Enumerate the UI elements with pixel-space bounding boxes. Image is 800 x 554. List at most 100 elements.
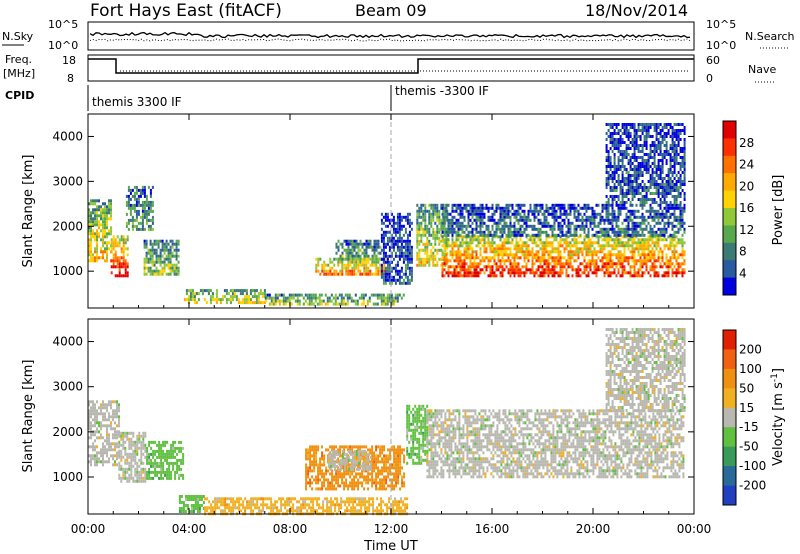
power-cell [613, 177, 616, 180]
power-cell [396, 278, 399, 282]
power-cell [94, 247, 96, 251]
power-cell [625, 256, 628, 260]
velocity-cell [106, 433, 108, 437]
power-cell [149, 194, 152, 198]
power-cell [392, 230, 395, 234]
power-cell [229, 298, 232, 302]
power-cell [239, 289, 242, 293]
power-cell [503, 230, 506, 234]
power-cell [679, 218, 682, 222]
power-cell [253, 289, 256, 293]
power-cell [579, 233, 582, 237]
power-cell [165, 254, 168, 258]
power-cell [477, 215, 480, 219]
power-cell [382, 254, 385, 258]
power-cell [375, 269, 378, 273]
power-cell [633, 227, 636, 231]
power-cell [207, 289, 210, 293]
power-cell [619, 201, 622, 204]
power-cell [493, 241, 496, 245]
power-cell [621, 189, 624, 192]
power-cell [651, 247, 654, 251]
power-cell [615, 147, 618, 150]
power-cell [639, 224, 642, 228]
power-cell [583, 235, 586, 239]
power-cell [589, 215, 592, 219]
velocity-cell [118, 452, 121, 456]
velocity-cell [96, 430, 98, 434]
power-cell [406, 218, 409, 222]
power-cell [380, 302, 383, 306]
velocity-cell [116, 412, 118, 416]
power-cell [521, 203, 524, 207]
power-cell [651, 238, 654, 242]
power-cell [683, 203, 686, 207]
power-cell [165, 257, 168, 261]
power-cell [569, 224, 572, 228]
power-cell [673, 203, 676, 207]
power-cell [418, 260, 421, 264]
power-cell [547, 209, 550, 213]
power-cell [485, 268, 488, 272]
power-cell [388, 269, 391, 273]
power-cell [479, 268, 482, 272]
velocity-cell [128, 476, 131, 480]
power-cell [125, 224, 128, 228]
power-cell [581, 271, 584, 275]
power-cell [607, 171, 610, 174]
power-cell [665, 209, 668, 213]
power-cell [432, 254, 435, 258]
power-cell [400, 281, 403, 285]
power-cell [547, 256, 550, 260]
power-cell [343, 248, 346, 252]
power-cell [591, 206, 594, 210]
power-cell [629, 244, 632, 248]
power-cell [404, 245, 407, 249]
power-cell [451, 256, 454, 260]
power-cell [523, 218, 526, 222]
power-cell [633, 241, 636, 245]
power-cell [683, 156, 686, 159]
velocity-cell [144, 479, 147, 483]
power-cell [98, 226, 100, 230]
power-cell [382, 281, 385, 285]
power-cell [633, 177, 636, 180]
power-cell [120, 265, 123, 269]
power-cell [94, 208, 96, 212]
power-cell [531, 233, 534, 237]
power-cell [159, 260, 162, 264]
power-cell [649, 135, 652, 138]
power-cell [609, 135, 612, 138]
power-cell [493, 274, 496, 278]
velocity-cell [134, 449, 137, 453]
power-cell [110, 202, 112, 206]
power-cell [653, 165, 656, 168]
power-cell [88, 208, 90, 212]
power-cell [617, 256, 620, 260]
power-cell [657, 271, 660, 275]
power-cell [679, 183, 682, 186]
power-cell [382, 296, 385, 300]
power-cell [445, 256, 448, 260]
power-cell [559, 230, 562, 234]
power-cell [106, 259, 108, 263]
power-cell [657, 215, 660, 219]
power-cell [523, 203, 526, 207]
power-cell [473, 212, 476, 216]
power-cell [183, 298, 186, 302]
power-cell [349, 248, 352, 252]
power-cell [215, 289, 218, 293]
power-cell [677, 271, 680, 275]
power-cell [519, 238, 522, 242]
power-cell [637, 271, 640, 275]
velocity-cell [128, 455, 131, 459]
velocity-cell [122, 440, 125, 444]
power-cell [577, 218, 580, 222]
power-cell [641, 201, 644, 204]
power-cell [613, 215, 616, 219]
power-cell [377, 245, 380, 249]
power-cell [553, 274, 556, 278]
power-cell [447, 268, 450, 272]
power-cell [651, 156, 654, 159]
power-cell [559, 235, 562, 239]
